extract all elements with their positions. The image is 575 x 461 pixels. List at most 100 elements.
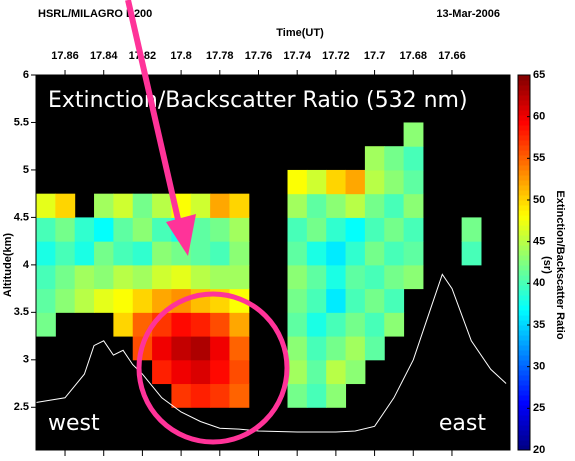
colorbar-step — [518, 95, 530, 101]
heatmap-cell — [229, 312, 250, 337]
colorbar-tick-label: 30 — [533, 361, 545, 373]
heatmap-cell — [210, 383, 230, 408]
colorbar-step — [518, 330, 530, 336]
heatmap-cell — [229, 264, 250, 290]
highlight-arrow — [125, 0, 183, 229]
heatmap-cell — [364, 217, 385, 242]
heatmap-cell — [74, 288, 95, 313]
heatmap-cell — [210, 336, 230, 361]
y-tick-label: 3.5 — [14, 306, 29, 318]
heatmap-cell — [364, 336, 385, 361]
colorbar-step — [518, 380, 530, 386]
heatmap-cell — [190, 264, 211, 290]
heatmap-cell — [345, 217, 366, 242]
heatmap-cell — [132, 241, 153, 266]
colorbar-step — [518, 225, 530, 231]
colorbar-step — [518, 235, 530, 241]
heatmap-cell — [229, 359, 250, 385]
heatmap-cell — [190, 312, 211, 337]
heatmap-cell — [306, 288, 327, 313]
heatmap-cell — [287, 359, 308, 385]
colorbar-step — [518, 230, 530, 236]
colorbar-step — [518, 135, 530, 141]
colorbar-step — [518, 415, 530, 421]
heatmap-cell — [113, 288, 134, 313]
colorbar-step — [518, 325, 530, 331]
colorbar-step — [518, 390, 530, 396]
colorbar-step — [518, 245, 530, 251]
heatmap-cell — [36, 288, 56, 313]
heatmap-cell — [152, 193, 172, 218]
heatmap-cell — [229, 193, 250, 218]
x-tick-label: 17.68 — [399, 50, 427, 62]
y-tick-label: 3 — [23, 354, 29, 366]
heatmap-cell — [345, 312, 366, 337]
x-axis-label: Time(UT) — [276, 27, 324, 39]
heatmap-cell — [55, 193, 76, 218]
colorbar-step — [518, 155, 530, 161]
heatmap-cell — [326, 312, 347, 337]
colorbar-step — [518, 75, 530, 81]
colorbar-step — [518, 300, 530, 306]
heatmap-cell — [287, 169, 308, 195]
colorbar-frame — [517, 74, 531, 451]
heatmap-cell — [190, 193, 211, 218]
heatmap-cell — [345, 241, 366, 266]
heatmap-cell — [94, 264, 114, 290]
heatmap-cell — [364, 146, 385, 171]
heatmap-cell — [94, 217, 114, 242]
heatmap-cell — [384, 288, 405, 313]
colorbar-step — [518, 125, 530, 131]
heatmap-cell — [461, 241, 482, 266]
colorbar-step — [518, 215, 530, 221]
heatmap-cell — [306, 264, 327, 290]
heatmap-cell — [384, 217, 405, 242]
colorbar-step — [518, 355, 530, 361]
colorbar-step — [518, 255, 530, 261]
colorbar-step — [518, 425, 530, 431]
heatmap-cell — [152, 288, 172, 313]
heatmap-cell — [74, 241, 95, 266]
colorbar-step — [518, 400, 530, 406]
colorbar-step — [518, 305, 530, 311]
colorbar-step — [518, 435, 530, 441]
heatmap-cell — [113, 264, 134, 290]
colorbar-step — [518, 195, 530, 201]
heatmap-cell — [287, 336, 308, 361]
colorbar-step — [518, 250, 530, 256]
heatmap-cell — [132, 217, 153, 242]
heatmap-cell — [55, 217, 76, 242]
x-tick-label: 17.84 — [90, 50, 118, 62]
highlight-circle — [136, 291, 290, 445]
heatmap-cell — [229, 383, 250, 408]
colorbar-step — [518, 220, 530, 226]
colorbar-tick-label: 20 — [533, 444, 545, 456]
heatmap-cell — [384, 264, 405, 290]
colorbar-step — [518, 205, 530, 211]
colorbar-step — [518, 285, 530, 291]
heatmap-cell — [364, 264, 385, 290]
heatmap-cell — [306, 217, 327, 242]
heatmap-cell — [364, 193, 385, 218]
colorbar-step — [518, 395, 530, 401]
colorbar-step — [518, 350, 530, 356]
heatmap-cell — [403, 122, 424, 147]
colorbar-step — [518, 375, 530, 381]
colorbar-step — [518, 335, 530, 341]
heatmap-cell — [345, 288, 366, 313]
heatmap-cell — [132, 264, 153, 290]
colorbar-step — [518, 105, 530, 111]
heatmap-cell — [210, 264, 230, 290]
colorbar-step — [518, 115, 530, 121]
colorbar-step — [518, 190, 530, 196]
heatmap-cell — [403, 217, 424, 242]
annotation: west — [48, 411, 100, 436]
heatmap-cell — [326, 264, 347, 290]
colorbar-step — [518, 270, 530, 276]
heatmap-cell — [171, 359, 192, 385]
heatmap-cell — [326, 336, 347, 361]
colorbar-step — [518, 120, 530, 126]
heatmap-cell — [36, 264, 56, 290]
heatmap-cell — [384, 312, 405, 337]
terrain-line — [35, 273, 507, 433]
